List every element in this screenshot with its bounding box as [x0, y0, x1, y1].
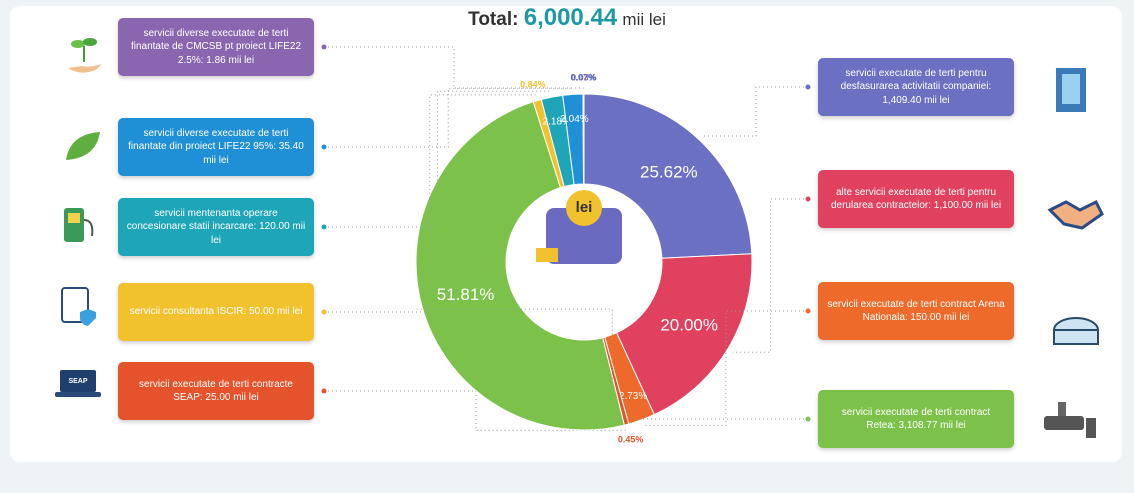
slice-label: 0.03%	[571, 72, 597, 82]
icon-clipboard	[61, 287, 96, 326]
slice	[615, 253, 753, 416]
slice	[583, 93, 753, 259]
connector	[324, 390, 629, 431]
title-prefix: Total:	[468, 9, 519, 30]
title-value: 6,000.44	[523, 4, 618, 31]
legend-box: servicii mentenanta operare concesionare…	[118, 198, 314, 256]
center-label: lei	[576, 199, 593, 216]
icon-laptop	[55, 370, 101, 397]
connector	[324, 94, 536, 313]
slice-label: 2.04%	[560, 114, 588, 125]
connector	[324, 46, 584, 89]
legend-box: servicii consultanta ISCIR: 50.00 mii le…	[118, 283, 314, 341]
icon-tap	[1044, 402, 1096, 438]
legend-box: servicii executate de terti pentru desfa…	[818, 58, 1014, 116]
legend-box: servicii executate de terti contract Are…	[818, 282, 1014, 340]
slice	[415, 101, 625, 431]
connector-dot	[805, 308, 811, 314]
connector-dot	[805, 84, 811, 90]
icon-plant	[68, 38, 102, 73]
title-unit: mii lei	[622, 10, 666, 29]
legend-box: alte servicii executate de terti pentru …	[818, 170, 1014, 228]
connector-dot	[805, 196, 811, 202]
slice-label: 2.73%	[619, 391, 647, 402]
slice-label: 51.81%	[437, 285, 495, 304]
connector	[703, 86, 808, 137]
connector	[324, 87, 573, 148]
title: Total: 6,000.44 mii lei	[0, 4, 1134, 32]
icon-stadium	[1053, 317, 1099, 345]
slice-label: 0.07%	[571, 72, 597, 82]
connector-dot	[321, 309, 327, 315]
slice-label: 25.62%	[640, 162, 698, 181]
connector-dot	[321, 44, 327, 50]
icon-handshake	[1047, 199, 1104, 230]
legend-box: servicii executate de terti contracte SE…	[118, 362, 314, 420]
slice-label: 0.45%	[618, 434, 644, 444]
connector-dot	[321, 388, 327, 394]
connector	[324, 90, 551, 228]
connector-dot	[805, 416, 811, 422]
legend-box: servicii executate de terti contract Ret…	[818, 390, 1014, 448]
slice-label: 20.00%	[660, 315, 718, 334]
icon-building	[1056, 68, 1086, 112]
icon-leaf	[66, 132, 100, 160]
icon-charger	[64, 208, 94, 242]
connector-dot	[321, 224, 327, 230]
legend-box: servicii diverse executate de terti fina…	[118, 18, 314, 76]
legend-box: servicii diverse executate de terti fina…	[118, 118, 314, 176]
wallet-icon	[536, 190, 622, 264]
slice-label: 2.18%	[543, 116, 571, 127]
slice-label: 0.84%	[520, 80, 546, 90]
connector-dot	[321, 144, 327, 150]
icon-label: SEAP	[68, 378, 87, 385]
